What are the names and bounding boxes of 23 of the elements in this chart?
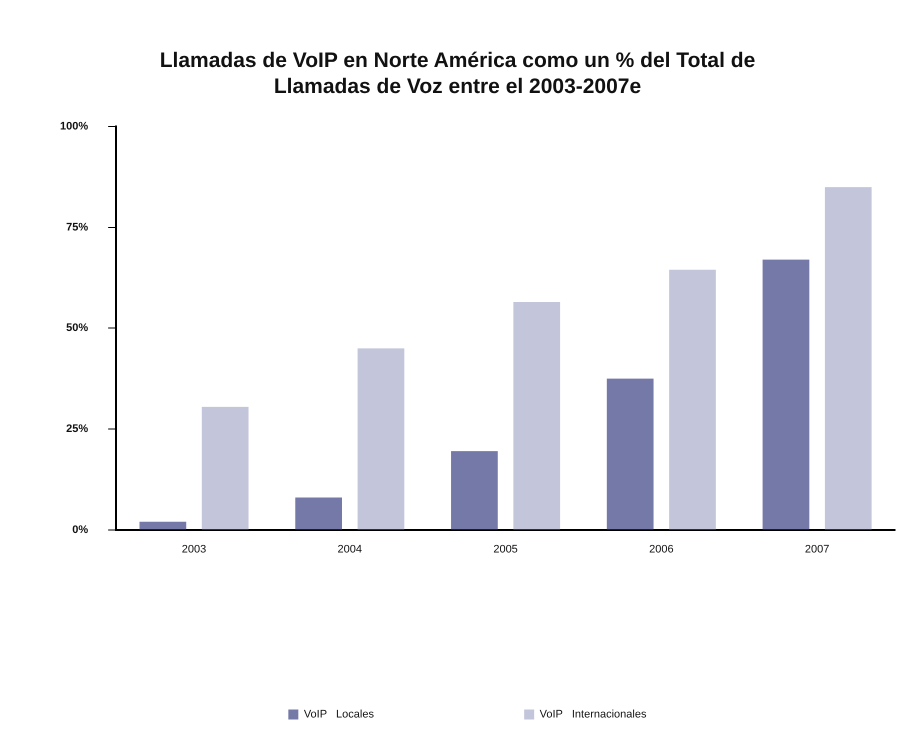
bar — [358, 348, 404, 530]
y-tick-label: 75% — [66, 221, 88, 234]
x-tick-label: 2005 — [493, 543, 518, 556]
chart-title: Llamadas de VoIP en Norte América como un % del Total de Llamadas de Voz entre el 2003-2007e — [158, 48, 756, 100]
legend-label: VoIP Locales — [304, 708, 374, 721]
bar — [140, 522, 186, 530]
bar — [669, 270, 716, 530]
bar — [202, 406, 249, 530]
y-tick-label: 25% — [66, 423, 88, 436]
bar — [824, 187, 872, 530]
bar — [295, 498, 342, 530]
y-tick-label: 50% — [66, 322, 88, 334]
x-tick-label: 2006 — [649, 543, 674, 556]
bar — [513, 302, 560, 530]
x-tick-label: 2003 — [182, 543, 206, 556]
x-tick-label: 2004 — [338, 543, 362, 556]
bar — [762, 260, 810, 530]
y-tick-label: 0% — [72, 524, 88, 536]
x-tick-label: 2007 — [804, 543, 830, 556]
y-tick-label: 100% — [60, 120, 88, 133]
legend-label: VoIP Internacionales — [540, 708, 647, 721]
bar — [606, 378, 654, 530]
bar — [451, 451, 498, 530]
